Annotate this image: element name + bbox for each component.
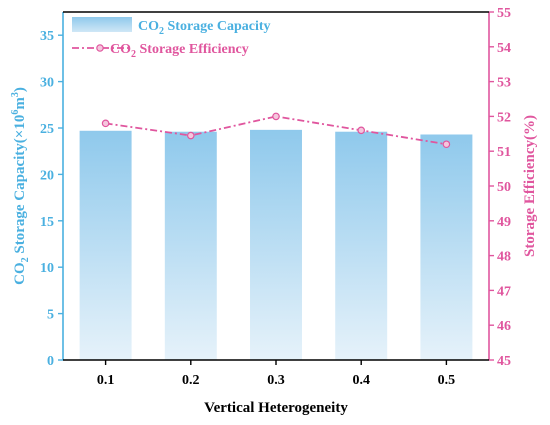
- x-tick-label: 0.3: [267, 373, 285, 388]
- left-tick-label: 10: [40, 261, 54, 276]
- left-tick-label: 5: [47, 308, 54, 323]
- efficiency-point-0.1: [101, 119, 110, 128]
- right-axis-ticks: 45 46 47 48 49 50 51 52 53 54 55: [489, 6, 511, 369]
- bar-series: [79, 129, 473, 360]
- left-tick-label: 20: [40, 168, 54, 183]
- right-tick-label: 50: [497, 180, 511, 195]
- right-tick-label: 49: [497, 215, 511, 230]
- left-tick-label: 15: [40, 215, 54, 230]
- left-tick-label: 0: [47, 354, 54, 369]
- right-tick-label: 51: [497, 145, 511, 160]
- x-tick-label: 0.4: [352, 373, 370, 388]
- right-tick-label: 45: [497, 354, 511, 369]
- efficiency-point-0.5: [442, 140, 451, 149]
- legend-bar-label: CO2 Storage Capacity: [138, 19, 271, 37]
- legend: CO2 Storage Capacity CO2 Storage Efficie…: [72, 17, 271, 60]
- right-axis-title: Storage Efficiency(%): [522, 115, 538, 257]
- x-tick-label: 0.5: [438, 373, 456, 388]
- bar-0.1: [79, 130, 132, 360]
- efficiency-point-0.4: [357, 126, 366, 135]
- right-tick-label: 52: [497, 110, 511, 125]
- bar-0.4: [335, 131, 388, 360]
- x-tick-label: 0.1: [97, 373, 115, 388]
- bar-0.3: [250, 129, 302, 360]
- legend-bar-swatch: [72, 17, 132, 32]
- x-axis-title: Vertical Heterogeneity: [204, 400, 348, 416]
- efficiency-line: [105, 115, 447, 146]
- left-axis-title: CO2 Storage Capacity(×106m3): [10, 87, 31, 285]
- bar-0.2: [164, 131, 217, 360]
- left-tick-label: 25: [40, 122, 54, 137]
- right-tick-label: 47: [497, 284, 511, 299]
- efficiency-point-0.3: [272, 112, 280, 121]
- line-series: [101, 112, 451, 149]
- left-axis-ticks: 0 5 10 15 20 25 30 35: [40, 29, 63, 369]
- left-tick-label: 35: [40, 29, 54, 44]
- efficiency-point-0.2: [187, 131, 195, 140]
- x-axis-ticks: 0.1 0.2 0.3 0.4 0.5: [97, 360, 455, 388]
- legend-line-marker: [96, 44, 104, 52]
- x-tick-label: 0.2: [182, 373, 200, 388]
- right-tick-label: 54: [497, 41, 511, 56]
- right-tick-label: 48: [497, 250, 511, 265]
- legend-line-label: CO2 Storage Efficiency: [110, 42, 249, 60]
- right-tick-label: 53: [497, 76, 511, 91]
- right-tick-label: 55: [497, 6, 511, 21]
- left-tick-label: 30: [40, 76, 54, 91]
- right-tick-label: 46: [497, 319, 511, 334]
- bar-0.5: [420, 134, 473, 360]
